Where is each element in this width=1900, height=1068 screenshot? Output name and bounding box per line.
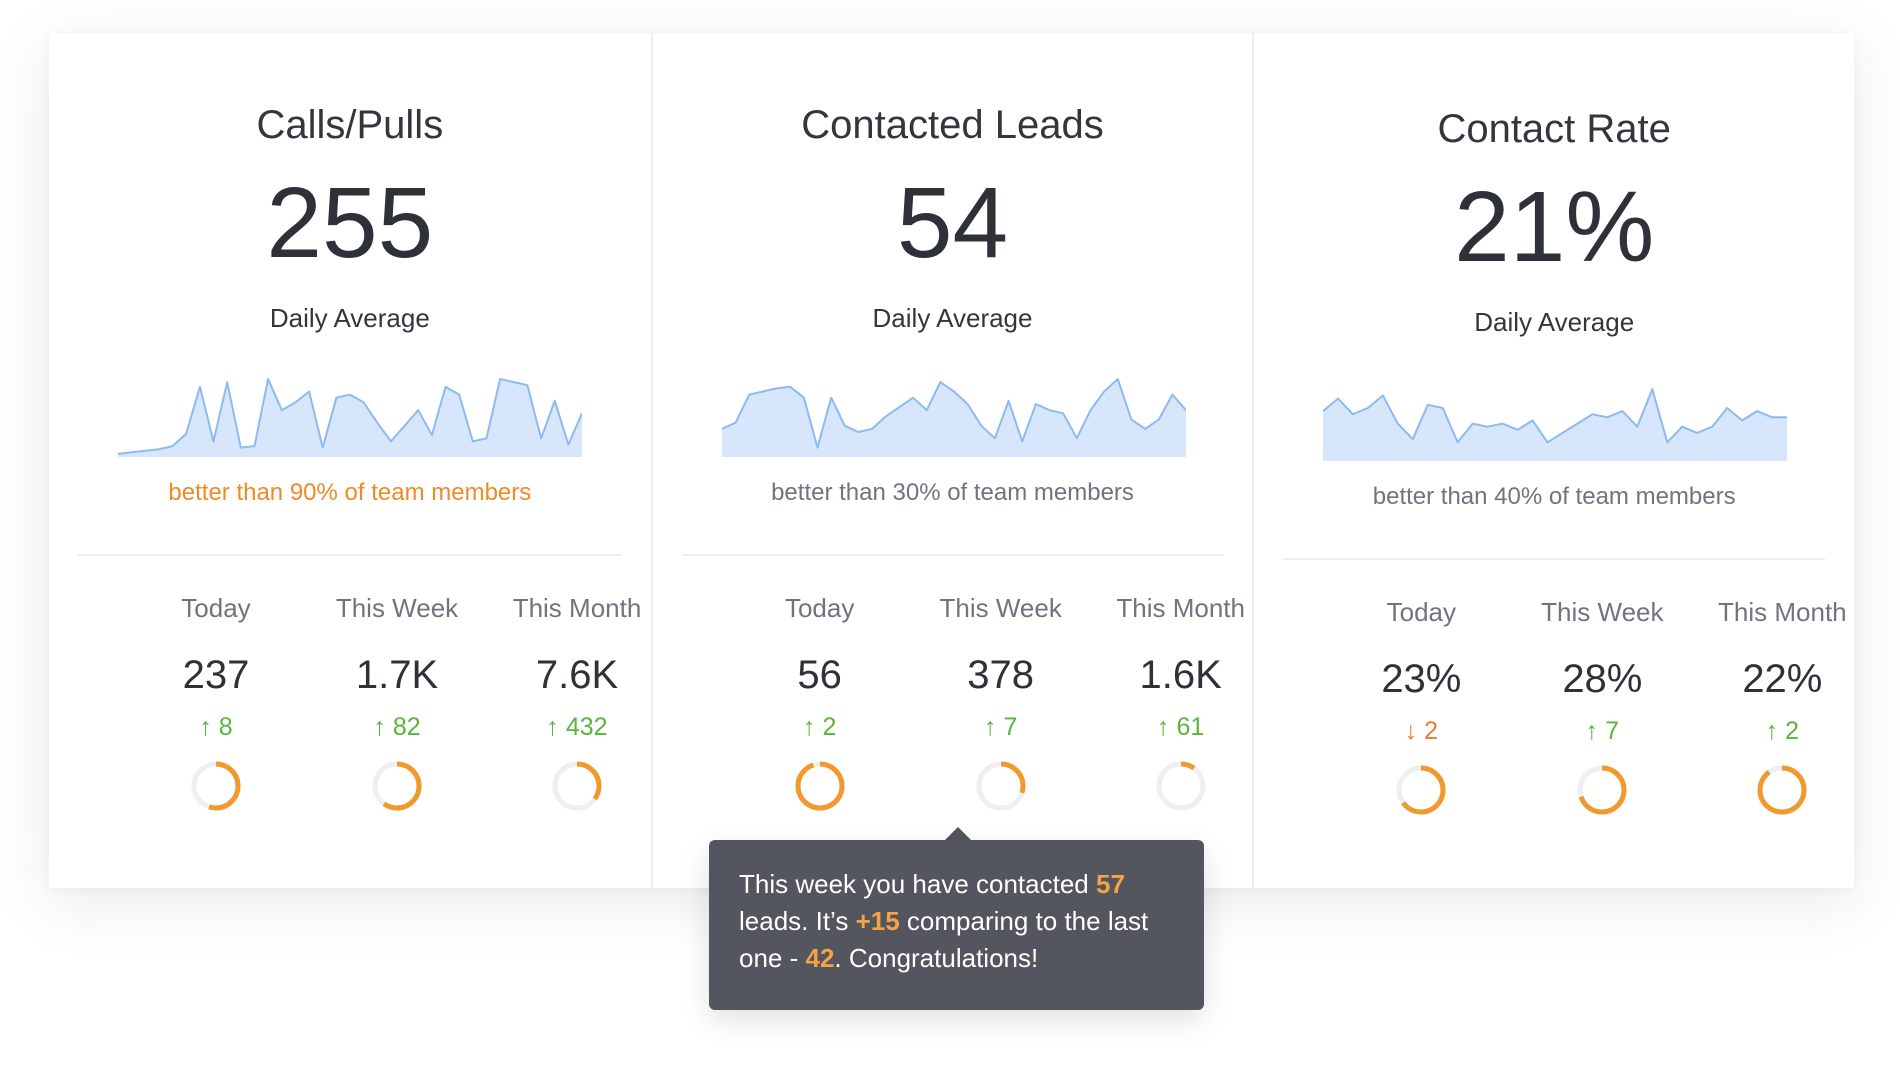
stat-delta: ↑ 7: [1585, 717, 1620, 745]
arrow-up-icon: ↑: [1157, 713, 1170, 741]
arrow-up-icon: ↑: [1765, 717, 1779, 745]
stat-label: This Month: [1718, 597, 1847, 627]
team-comparison-text: better than 40% of team members: [1372, 483, 1736, 510]
panel-title: Contact Rate: [1437, 107, 1671, 151]
progress-ring: [976, 761, 1026, 811]
progress-ring-fill: [372, 761, 422, 811]
progress-ring: [1757, 765, 1807, 815]
weekly-leads-tooltip: This week you have contacted 57 leads. I…: [709, 840, 1204, 1010]
stat-today[interactable]: Today 23% ↓ 2: [1331, 597, 1511, 817]
panel-title: Calls/Pulls: [256, 103, 444, 147]
stat-delta: ↑ 432: [546, 713, 608, 741]
progress-ring: [1577, 765, 1627, 815]
sparkline-chart: [1323, 388, 1788, 461]
panel-contact-rate: Contact Rate 21% Daily Average better th…: [1252, 33, 1854, 888]
stat-label: This Week: [939, 593, 1062, 623]
stat-label: Today: [1386, 597, 1457, 627]
progress-ring-fill: [1396, 765, 1446, 815]
arrow-up-icon: ↑: [546, 713, 559, 741]
team-comparison-text: better than 30% of team members: [771, 479, 1134, 506]
daily-average-value: 54: [896, 167, 1009, 279]
panel-contacted-leads: Contacted Leads 54 Daily Average better …: [650, 33, 1253, 888]
sparkline-chart: [118, 378, 582, 457]
progress-ring: [1156, 761, 1206, 811]
tooltip-highlight: 42: [805, 943, 835, 973]
progress-ring-fill: [976, 761, 1026, 811]
stat-today[interactable]: Today 237 ↑ 8: [126, 593, 306, 813]
stat-delta: ↑ 2: [1765, 717, 1800, 745]
stat-value: 56: [797, 653, 842, 697]
stat-value: 7.6K: [535, 653, 619, 697]
daily-average-label: Daily Average: [1474, 307, 1635, 337]
sparkline-line: [118, 378, 582, 455]
progress-ring-fill: [552, 761, 602, 811]
stat-this-month[interactable]: This Month 1.6K ↑ 61: [1091, 593, 1271, 813]
sparkline-line: [721, 378, 1186, 449]
progress-ring: [191, 761, 241, 811]
progress-ring-fill: [191, 761, 241, 811]
stat-this-week[interactable]: This Week 28% ↑ 7: [1512, 597, 1692, 817]
stat-label: This Week: [335, 593, 459, 623]
stat-label: Today: [784, 593, 855, 623]
stat-delta: ↑ 8: [199, 713, 233, 741]
divider: [1283, 558, 1826, 560]
stat-this-week[interactable]: This Week 378 ↑ 7: [911, 593, 1091, 813]
sparkline-line: [1323, 388, 1788, 444]
progress-ring-fill: [795, 761, 845, 811]
arrow-up-icon: ↑: [1585, 717, 1599, 745]
stat-value: 23%: [1381, 657, 1462, 701]
daily-average-value: 21%: [1454, 171, 1655, 283]
stat-label: Today: [181, 593, 251, 623]
daily-average-label: Daily Average: [872, 303, 1033, 333]
stat-value: 237: [182, 653, 250, 697]
stat-today[interactable]: Today 56 ↑ 2: [730, 593, 910, 813]
arrow-up-icon: ↑: [373, 713, 386, 741]
team-comparison-text: better than 90% of team members: [168, 479, 532, 506]
daily-average-label: Daily Average: [269, 303, 430, 333]
sparkline-chart: [721, 378, 1186, 457]
stat-delta: ↓ 2: [1404, 717, 1439, 745]
stats-dashboard: Calls/Pulls 255 Daily Average better tha…: [49, 33, 1854, 888]
stat-value: 1.7K: [355, 653, 439, 697]
divider: [78, 554, 622, 556]
tooltip-highlight: +15: [855, 906, 900, 936]
sparkline-area: [1323, 389, 1788, 461]
progress-ring-fill: [1577, 765, 1627, 815]
progress-ring-track: [1156, 761, 1206, 811]
stat-delta: ↑ 82: [373, 713, 421, 741]
arrow-down-icon: ↓: [1404, 717, 1418, 745]
sparkline-area: [721, 379, 1186, 457]
stat-delta: ↑ 2: [802, 713, 837, 741]
stat-value: 28%: [1562, 657, 1643, 701]
stat-value: 378: [967, 653, 1035, 697]
progress-ring-fill: [1757, 765, 1807, 815]
progress-ring: [795, 761, 845, 811]
stat-delta: ↑ 61: [1157, 713, 1205, 741]
daily-average-value: 255: [266, 167, 434, 279]
stat-this-week[interactable]: This Week 1.7K ↑ 82: [307, 593, 487, 813]
stat-label: This Week: [1541, 597, 1664, 627]
stat-this-month[interactable]: This Month 7.6K ↑ 432: [487, 593, 667, 813]
sparkline-area: [118, 379, 582, 457]
arrow-up-icon: ↑: [983, 713, 997, 741]
tooltip-arrow: [944, 827, 972, 841]
progress-ring: [1396, 765, 1446, 815]
tooltip-highlight: 57: [1095, 869, 1125, 899]
progress-ring-fill: [1156, 761, 1206, 811]
arrow-up-icon: ↑: [199, 713, 212, 741]
panel-calls-pulls: Calls/Pulls 255 Daily Average better tha…: [49, 33, 651, 888]
divider: [681, 554, 1224, 556]
stat-value: 1.6K: [1139, 653, 1222, 697]
progress-ring: [372, 761, 422, 811]
stat-label: This Month: [512, 593, 642, 623]
stat-this-month[interactable]: This Month 22% ↑ 2: [1692, 597, 1872, 817]
progress-ring: [552, 761, 602, 811]
stat-delta: ↑ 7: [983, 713, 1018, 741]
panel-title: Contacted Leads: [801, 103, 1104, 147]
stat-value: 22%: [1742, 657, 1823, 701]
stat-label: This Month: [1116, 593, 1245, 623]
arrow-up-icon: ↑: [802, 713, 816, 741]
